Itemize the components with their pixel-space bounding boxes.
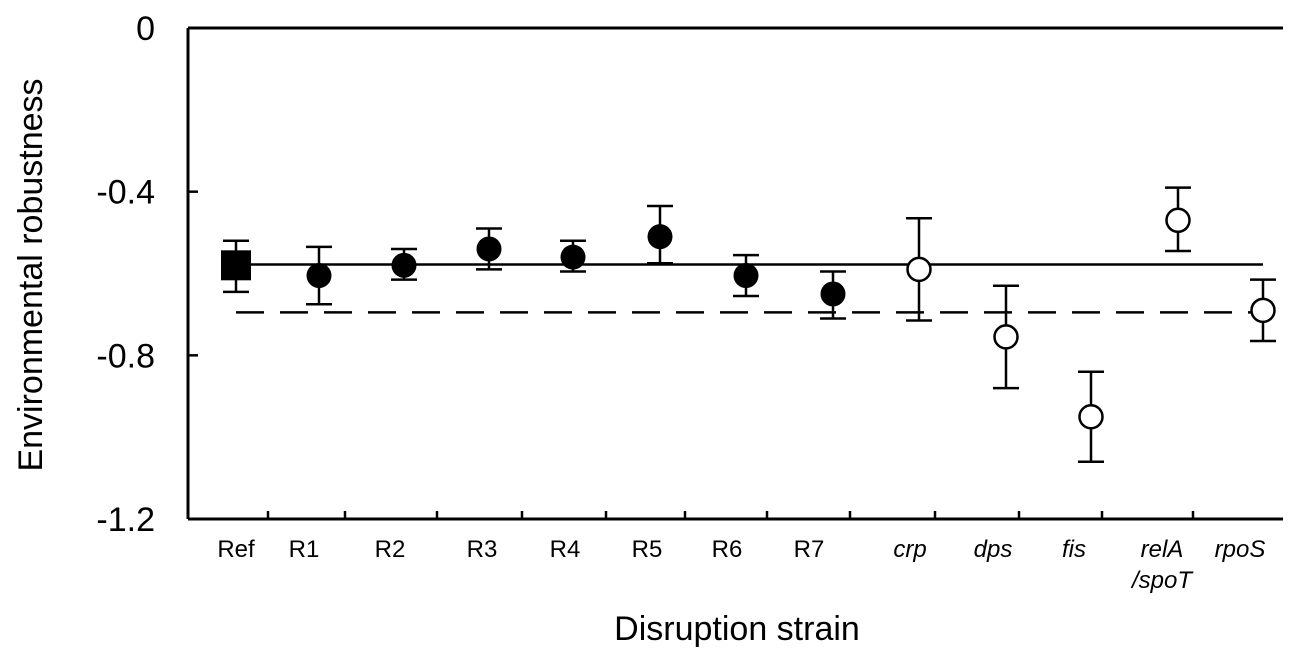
data-point [391,247,417,281]
marker-filled-circle [647,224,673,250]
marker-filled-circle [733,263,759,289]
marker-filled-circle [391,252,417,278]
x-tick-label: Ref [217,536,255,563]
marker-filled-circle [476,236,502,262]
x-tick-label: R6 [712,536,743,563]
marker-open-circle [1078,403,1104,430]
x-tick-label: R5 [632,536,663,563]
x-tick-label: R3 [467,536,498,563]
y-tick-label: -0.8 [96,337,155,375]
data-point [906,217,932,322]
x-tick-label: R4 [550,536,581,563]
x-tick-label: dps [974,536,1013,563]
data-point [993,284,1019,390]
data-point [733,253,759,298]
x-tick-label: /spoT [1130,567,1194,594]
data-point [476,227,502,271]
marker-square [221,250,251,281]
marker-open-circle [906,256,932,283]
y-axis-title: Environmental robustness [12,78,50,471]
y-tick-label: -0.4 [96,174,155,212]
tick-labels: 0 -0.4 -0.8 -1.2 Ref R1 R2 R3 R4 R5 R6 R7 crp dps fis r… [96,10,1265,594]
x-tick-label: relA [1141,536,1184,563]
data-point [1078,370,1104,463]
x-tick-label: R7 [794,536,825,563]
x-tick-label: fis [1062,536,1086,563]
marker-filled-circle [560,244,586,270]
y-tick-label: -1.2 [96,501,155,539]
x-tick-label: rpoS [1215,536,1266,563]
marker-open-circle [993,324,1019,350]
axes [186,26,1283,521]
data-point [647,204,673,265]
x-tick-label: crp [893,536,926,563]
data-point [221,239,251,294]
data-points [221,186,1276,463]
x-tick-label: R2 [375,536,406,563]
data-point [820,270,846,320]
data-point [1165,186,1191,253]
marker-open-circle [1165,207,1191,234]
x-axis-title: Disruption strain [614,610,860,648]
marker-filled-circle [820,281,846,307]
marker-filled-circle [306,263,332,289]
marker-open-circle [1250,297,1276,324]
data-point [306,245,332,306]
y-tick-label: 0 [136,10,155,48]
x-tick-label: R1 [289,536,320,563]
data-point [560,239,586,273]
data-point [1250,278,1276,343]
